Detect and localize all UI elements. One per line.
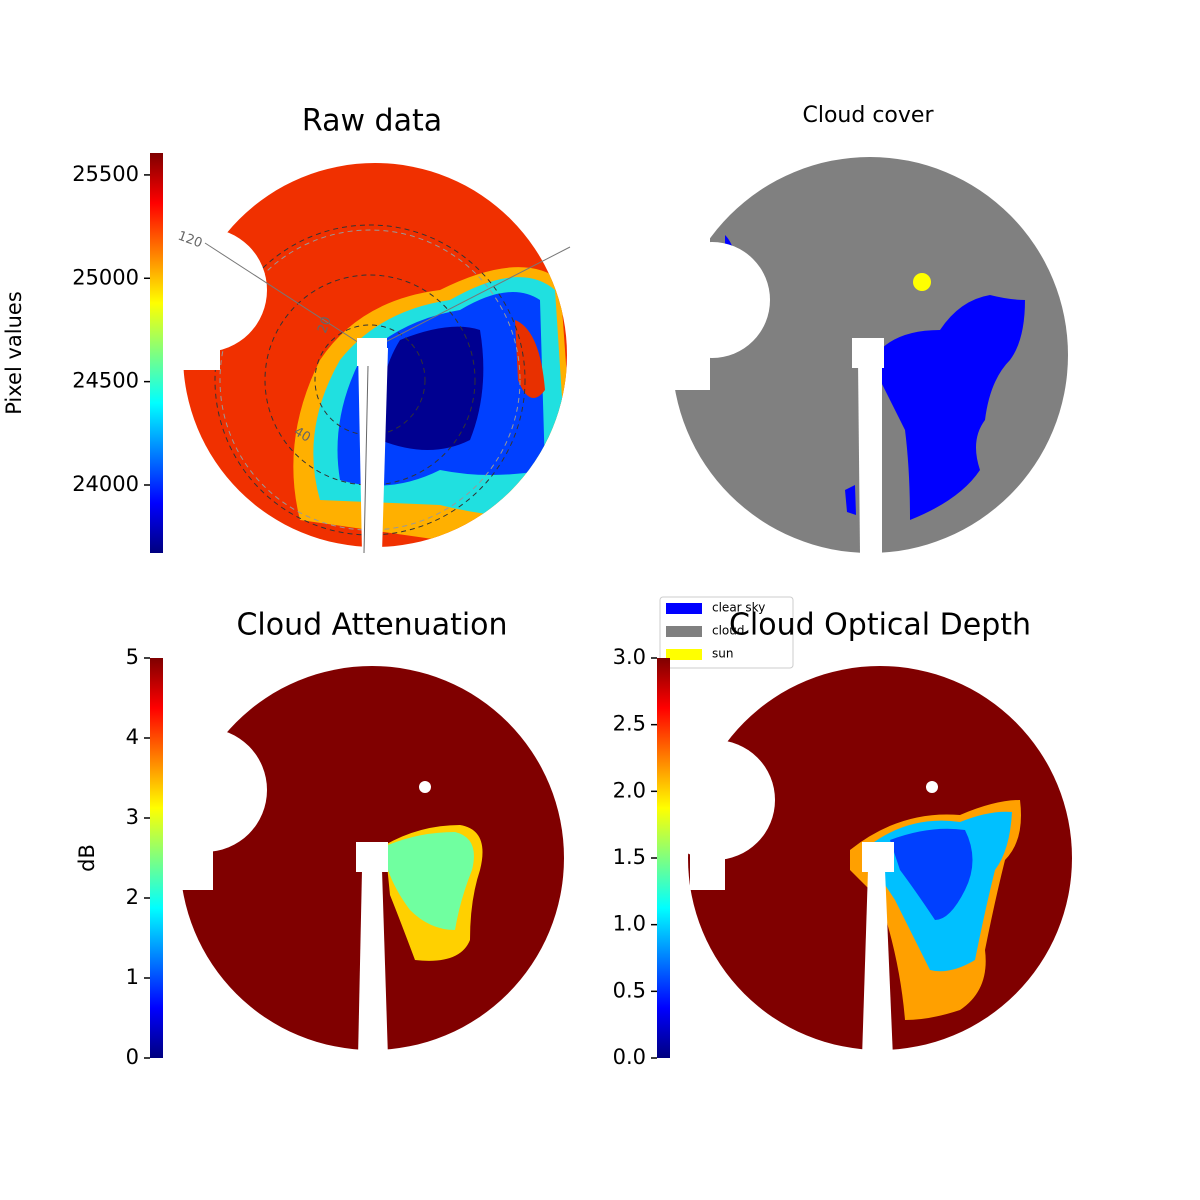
colorbar-tick-label: 1.0 (613, 912, 646, 936)
cloud-mask (654, 157, 1068, 553)
colorbar-tick-label: 25000 (72, 265, 139, 289)
colorbar-tick-label: 5 (126, 645, 139, 669)
polar-annotation: 20 (315, 315, 335, 336)
colorbar-tick-label: 3 (126, 805, 139, 829)
colorbar (150, 153, 163, 553)
legend-label: sun (712, 647, 733, 661)
polar-annotation: 40 (291, 424, 313, 445)
colorbar-label: dB (75, 844, 99, 872)
colorbar (657, 658, 670, 1058)
colorbar (150, 658, 163, 1058)
colorbar-tick-label: 2.0 (613, 778, 646, 802)
colorbar-tick-label: 3.0 (613, 645, 646, 669)
legend-swatch (666, 626, 702, 637)
colorbar-tick-label: 1 (126, 965, 139, 989)
legend-swatch (666, 649, 702, 660)
colorbar-tick-label: 25500 (72, 162, 139, 186)
legend-label: clear sky (712, 601, 765, 615)
attenuation-image (143, 666, 564, 1058)
colorbar-tick-label: 1.5 (613, 845, 646, 869)
panel-title: Cloud cover (803, 103, 935, 128)
colorbar-label: Pixel values (2, 291, 26, 415)
colorbar-tick-label: 4 (126, 725, 139, 749)
legend-swatch (666, 603, 702, 614)
colorbar-tick-label: 2 (126, 885, 139, 909)
colorbar-tick-label: 0.5 (613, 978, 646, 1002)
colorbar-tick-label: 0 (126, 1045, 139, 1069)
sky-image (143, 163, 571, 554)
colorbar-tick-label: 2.5 (613, 712, 646, 736)
panel-title: Raw data (302, 104, 442, 139)
panel-title: Cloud Attenuation (236, 608, 507, 643)
legend-label: cloud (712, 624, 745, 638)
optical-depth-image (655, 666, 1072, 1058)
colorbar-tick-label: 0.0 (613, 1045, 646, 1069)
panel-title: Cloud Optical Depth (729, 608, 1031, 643)
colorbar-tick-label: 24500 (72, 369, 139, 393)
colorbar-tick-label: 24000 (72, 472, 139, 496)
